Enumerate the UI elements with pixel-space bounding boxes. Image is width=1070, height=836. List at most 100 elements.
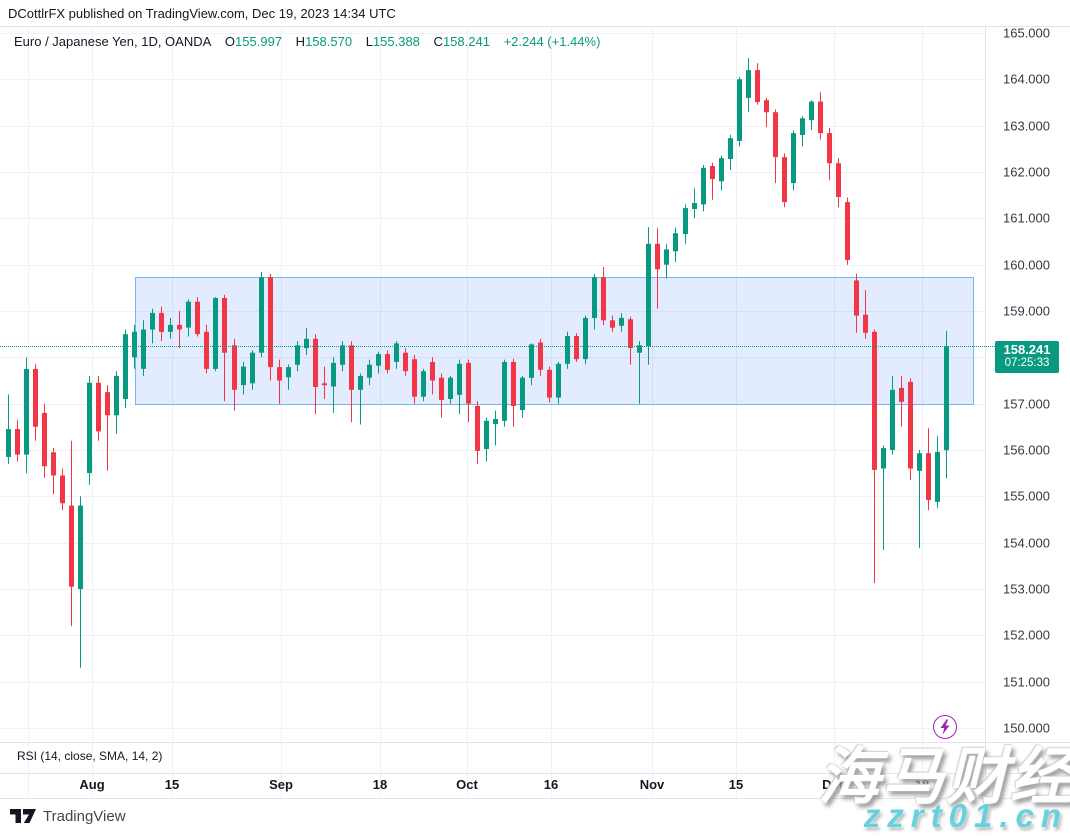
candle — [619, 313, 624, 332]
candle — [141, 320, 146, 376]
price-gridline — [0, 311, 985, 312]
candle — [42, 403, 47, 478]
current-price-value: 158.241 — [1003, 342, 1051, 358]
candle — [466, 359, 471, 423]
candlestick-pane[interactable] — [0, 0, 1070, 800]
tradingview-attribution[interactable]: TradingView — [10, 807, 126, 825]
candle — [114, 371, 119, 434]
price-gridline — [0, 728, 985, 729]
pane-divider[interactable] — [0, 742, 1070, 743]
price-axis-label: 160.000 — [1003, 257, 1050, 273]
legend-close: C158.241 — [433, 34, 490, 49]
candle — [935, 436, 940, 508]
candle — [692, 188, 697, 219]
price-gridline — [0, 635, 985, 637]
candle — [583, 315, 588, 365]
candle — [195, 297, 200, 337]
rsi-indicator-label[interactable]: RSI (14, close, SMA, 14, 2) — [17, 749, 163, 763]
candle — [87, 375, 92, 485]
candle — [241, 362, 246, 395]
candle — [295, 341, 300, 372]
price-axis-label: 155.000 — [1003, 488, 1050, 504]
price-axis-label: 165.000 — [1003, 25, 1050, 41]
cjk-watermark: 海马财经 — [817, 743, 1070, 812]
time-axis-bottom-border — [0, 798, 1070, 799]
candle — [277, 359, 282, 404]
candle — [511, 358, 516, 427]
candle — [150, 308, 155, 344]
candle — [701, 165, 706, 212]
candle — [403, 348, 408, 376]
time-axis-label: 18 — [372, 777, 388, 792]
candle — [367, 359, 372, 386]
price-gridline — [0, 33, 985, 34]
candle — [232, 338, 237, 411]
price-axis-label: 161.000 — [1003, 210, 1050, 226]
price-gridline — [0, 681, 985, 683]
candle — [854, 273, 859, 333]
legend-low: L155.388 — [365, 34, 420, 49]
price-axis-label: 163.000 — [1003, 118, 1050, 134]
time-axis-label: 18 — [914, 777, 930, 792]
candle — [204, 324, 209, 374]
candle — [737, 77, 742, 147]
candle — [944, 330, 949, 479]
candle — [394, 341, 399, 369]
candle — [448, 375, 453, 404]
candle — [15, 419, 20, 462]
candle — [105, 385, 110, 471]
candle — [646, 227, 651, 365]
candle — [493, 410, 498, 446]
candle — [6, 394, 11, 464]
candle — [664, 243, 669, 279]
price-gridline — [0, 79, 985, 81]
time-axis-label: Aug — [79, 777, 105, 792]
time-gridline — [922, 26, 923, 798]
price-axis-label: 154.000 — [1003, 535, 1050, 551]
time-gridline — [652, 26, 653, 798]
price-gridline — [0, 218, 985, 220]
lightning-trade-button[interactable] — [933, 715, 957, 739]
price-gridline — [0, 172, 985, 173]
time-axis-top-border — [0, 773, 1070, 774]
symbol-title[interactable]: Euro / Japanese Yen, 1D, OANDA — [14, 34, 212, 49]
candle — [890, 375, 895, 455]
price-axis-label: 164.000 — [1003, 71, 1050, 87]
tradingview-logo-icon — [10, 809, 36, 823]
legend-open: O155.997 — [224, 34, 283, 49]
candle — [710, 162, 715, 200]
current-price-badge: 158.241 07:25:33 — [995, 341, 1059, 374]
candle — [123, 329, 128, 409]
candle — [764, 97, 769, 128]
time-gridline — [736, 26, 737, 798]
time-gridline — [281, 26, 282, 798]
candle — [457, 359, 462, 415]
lightning-bolt-icon — [940, 719, 950, 735]
price-gridline — [0, 125, 985, 127]
candle — [33, 364, 38, 441]
pane-top-border — [0, 26, 1070, 27]
legend-high: H158.570 — [295, 34, 353, 49]
candle — [412, 355, 417, 404]
candle — [881, 445, 886, 551]
candle — [719, 155, 724, 191]
candle — [746, 58, 751, 112]
symbol-legend[interactable]: Euro / Japanese Yen, 1D, OANDA O155.997 … — [14, 34, 600, 49]
time-gridline — [551, 26, 552, 798]
candle — [637, 341, 642, 404]
candle — [439, 373, 444, 418]
time-axis-label: Oct — [456, 777, 478, 792]
candle — [926, 428, 931, 511]
candle — [773, 109, 778, 184]
time-gridline — [467, 26, 468, 798]
legend-change: +2.244 (+1.44%) — [503, 34, 601, 49]
price-axis-label: 153.000 — [1003, 581, 1050, 597]
candle — [809, 100, 814, 131]
price-axis-label: 150.000 — [1003, 720, 1050, 736]
candle — [475, 401, 480, 464]
candle — [358, 373, 363, 425]
time-gridline — [380, 26, 381, 798]
highlight-rectangle-drawing[interactable] — [135, 277, 974, 406]
candle — [421, 368, 426, 402]
candle — [529, 343, 534, 386]
